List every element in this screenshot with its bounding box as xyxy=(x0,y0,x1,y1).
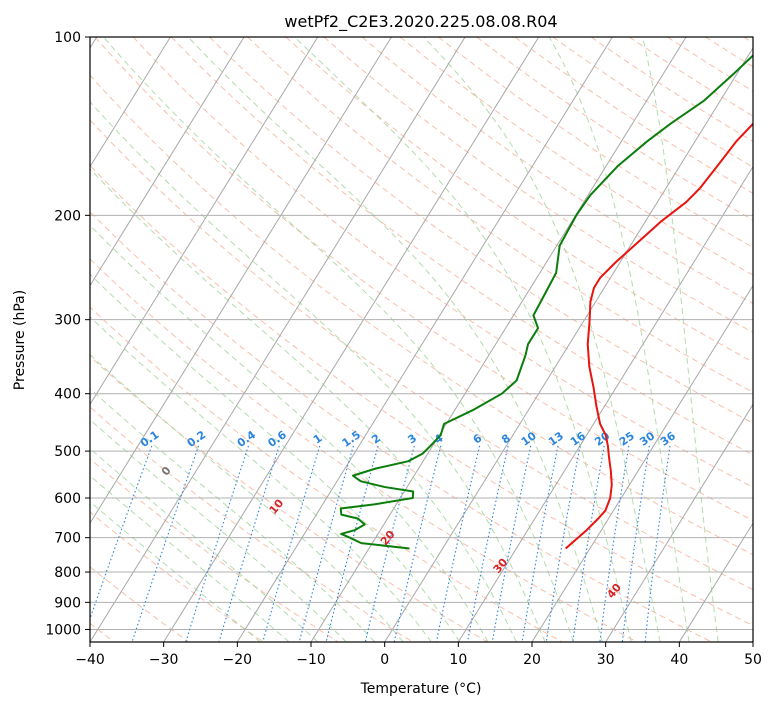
mixing-ratio-line xyxy=(621,445,650,642)
isotherm xyxy=(236,37,613,642)
chart-title: wetPf2_C2E3.2020.225.08.08.R04 xyxy=(284,12,557,32)
dry-adiabat xyxy=(94,37,753,522)
isotherm xyxy=(457,165,753,642)
isotherm xyxy=(605,403,753,642)
isotherm xyxy=(90,37,392,525)
dry-adiabat xyxy=(90,164,753,627)
dry-adiabat xyxy=(590,37,753,142)
x-tick-label: 20 xyxy=(523,652,541,668)
mixing-ratio-line xyxy=(466,445,509,642)
dry-adiabat xyxy=(323,37,753,334)
isotherm xyxy=(531,284,753,642)
mixing-ratio-line xyxy=(572,445,605,642)
mixing-ratio-line xyxy=(491,445,532,642)
y-tick-label: 500 xyxy=(54,444,81,460)
dry-adiabat xyxy=(476,37,753,221)
y-tick-label: 200 xyxy=(54,208,81,224)
mixing-ratio-line xyxy=(90,445,153,621)
moist-adiabat xyxy=(187,37,603,642)
mixing-ratio-line xyxy=(131,445,200,642)
moist-adiabat xyxy=(103,37,575,642)
mixing-ratio-line xyxy=(599,445,630,642)
dry-adiabat xyxy=(247,37,753,393)
moist-adiabat xyxy=(294,37,632,642)
moist-adiabat xyxy=(90,100,546,642)
y-axis: 100 200 300 400 500 600 700 800 900 1000 xyxy=(45,30,90,638)
mixing-ratio-line xyxy=(545,445,581,642)
isotherm xyxy=(310,37,687,642)
x-tick-label: 40 xyxy=(670,652,688,668)
isotherm xyxy=(163,37,540,642)
y-tick-label: 400 xyxy=(54,387,81,403)
isotherm xyxy=(90,37,171,168)
x-tick-label: −40 xyxy=(75,652,105,668)
dry-adiabat xyxy=(90,458,339,642)
moist-adiabat xyxy=(90,273,461,642)
dry-adiabat xyxy=(285,37,753,363)
y-tick-label: 800 xyxy=(54,565,81,581)
x-tick-label: 0 xyxy=(380,652,389,668)
mixing-ratio-line xyxy=(435,445,481,642)
dry-adiabat xyxy=(361,37,753,305)
dry-adiabat xyxy=(90,406,414,642)
isotherm xyxy=(90,37,466,642)
moist-adiabat xyxy=(90,168,517,642)
dry-adiabat xyxy=(552,37,753,168)
dry-adiabat xyxy=(90,258,638,642)
isotherm xyxy=(384,46,753,642)
y-tick-label: 100 xyxy=(54,30,81,46)
mixing-ratio-line xyxy=(364,445,415,642)
isotherm xyxy=(90,37,245,287)
moist-adiabat xyxy=(90,353,404,642)
moist-adiabat xyxy=(90,418,347,642)
isotherm xyxy=(678,522,753,642)
dewpoint-profile xyxy=(339,54,753,550)
y-tick-label: 1000 xyxy=(45,622,81,638)
dry-adiabat xyxy=(90,119,753,591)
moist-adiabat xyxy=(90,224,489,642)
x-tick-label: 50 xyxy=(744,652,762,668)
x-axis-title: Temperature (°C) xyxy=(360,681,482,697)
moist-adiabat xyxy=(642,37,719,642)
moist-adiabat xyxy=(423,37,661,642)
mixing-ratio-line xyxy=(393,445,442,642)
dry-adiabat xyxy=(90,306,563,642)
y-tick-label: 700 xyxy=(54,531,81,547)
y-tick-label: 300 xyxy=(54,313,81,329)
x-tick-label: −20 xyxy=(223,652,253,668)
moist-adiabat xyxy=(548,37,690,642)
x-tick-label: 10 xyxy=(449,652,467,668)
y-axis-title: Pressure (hPa) xyxy=(12,290,28,390)
x-tick-label: −30 xyxy=(149,652,179,668)
mixing-ratio-line xyxy=(521,445,559,642)
dry-adiabat xyxy=(438,37,753,248)
y-tick-label: 900 xyxy=(54,595,81,611)
dry-adiabat xyxy=(90,355,488,642)
plot-area: 0.10.20.40.611.52346810131620253036-100-… xyxy=(90,37,753,642)
temperature-profile xyxy=(565,122,753,550)
x-tick-label: −10 xyxy=(296,652,326,668)
moist-adiabat xyxy=(90,475,290,642)
x-axis: −40 −30 −20 −10 0 10 20 30 40 50 xyxy=(75,642,762,668)
mixing-ratio-line xyxy=(325,445,379,642)
y-tick-label: 600 xyxy=(54,491,81,507)
moist-adiabat xyxy=(90,447,319,642)
mixing-ratio-line xyxy=(644,445,671,642)
moist-adiabat xyxy=(90,387,376,642)
plot-frame xyxy=(89,36,754,643)
dry-adiabat xyxy=(90,74,753,556)
moist-adiabat xyxy=(90,316,432,642)
x-tick-label: 30 xyxy=(597,652,615,668)
isotherm xyxy=(90,37,319,406)
